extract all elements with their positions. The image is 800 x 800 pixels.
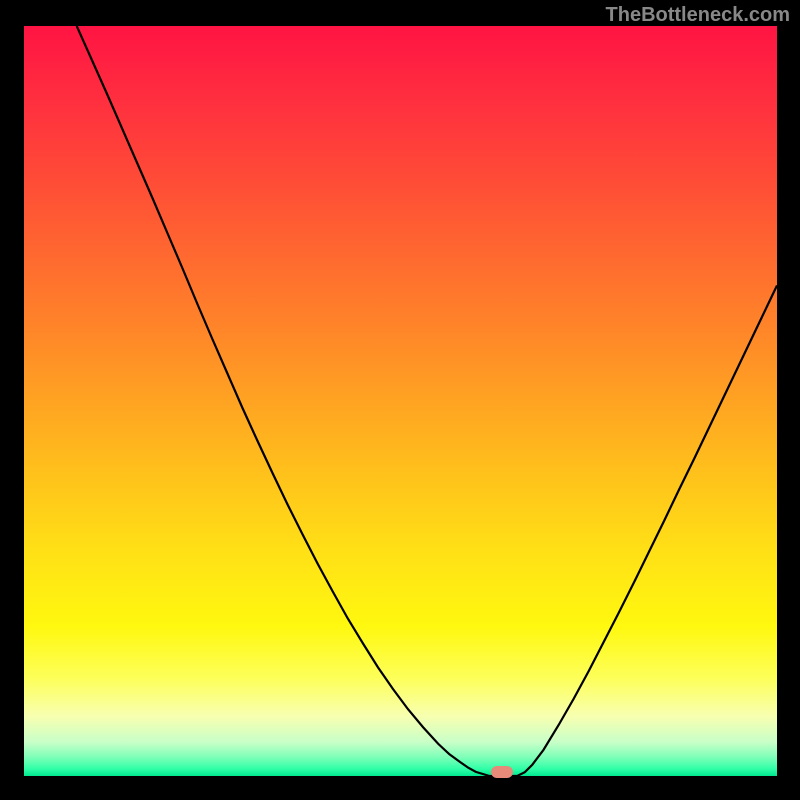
bottleneck-curve xyxy=(77,26,777,776)
curve-overlay xyxy=(24,26,777,776)
plot-area xyxy=(24,26,777,776)
optimum-marker xyxy=(491,766,513,778)
watermark-text: TheBottleneck.com xyxy=(606,4,790,27)
